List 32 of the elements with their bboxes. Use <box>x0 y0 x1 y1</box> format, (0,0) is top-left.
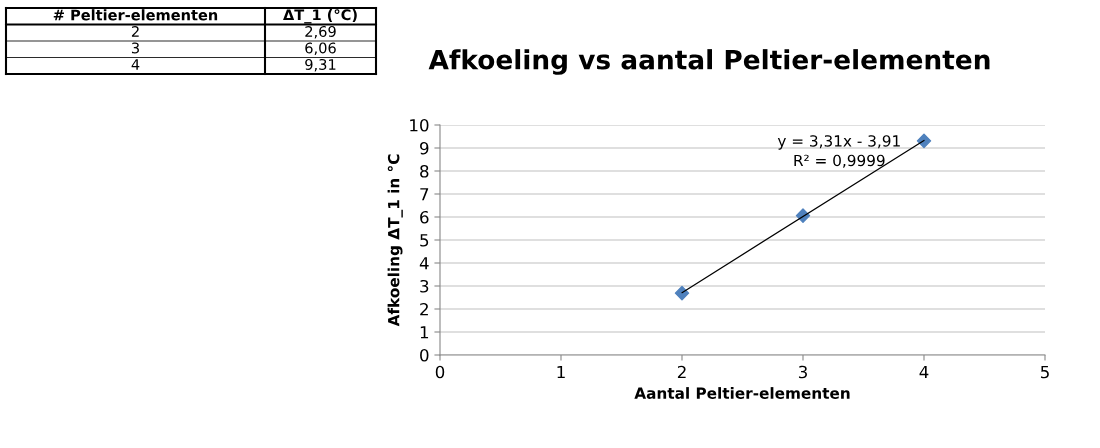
y-tick-label: 1 <box>420 326 429 339</box>
text: # Peltier-elementen <box>53 9 218 21</box>
y-axis-title: Afkoeling ΔT_1 in °C <box>387 154 403 327</box>
x-tick-label: 5 <box>1040 365 1049 379</box>
y-tick-label: 8 <box>420 164 429 178</box>
x-tick-label: 0 <box>435 365 445 379</box>
point <box>916 133 932 149</box>
x-tick-label: 1 <box>557 365 565 379</box>
text: 2,69 <box>305 25 336 39</box>
text: 2 <box>131 25 139 37</box>
y-tick-label: 5 <box>420 234 429 247</box>
text: ΔT_1 (°C) <box>283 9 357 24</box>
annotation: R² = 0,9999 <box>794 154 885 168</box>
annotation: y = 3,31x - 3,91 <box>777 135 900 150</box>
x-axis-title: Aantal Peltier-elementen <box>634 387 850 399</box>
text: 4 <box>131 59 140 70</box>
y-tick-label: 0 <box>420 348 429 362</box>
x-tick-label: 2 <box>677 365 686 379</box>
x-tick-label: 3 <box>798 365 807 379</box>
text: 3 <box>131 42 139 54</box>
point <box>674 285 690 301</box>
chart-title: Afkoeling vs aantal Peltier-elementen <box>428 49 990 75</box>
x-tick-label: 4 <box>919 365 929 379</box>
text: 6,06 <box>305 42 336 55</box>
y-tick-label: 4 <box>419 257 429 270</box>
y-tick-label: 6 <box>420 210 429 224</box>
text: 9,31 <box>305 58 336 72</box>
y-tick-label: 7 <box>420 188 429 201</box>
y-tick-label: 3 <box>420 279 429 293</box>
y-tick-label: 10 <box>410 118 429 132</box>
y-tick-label: 2 <box>420 302 428 316</box>
y-tick-label: 9 <box>420 141 429 155</box>
